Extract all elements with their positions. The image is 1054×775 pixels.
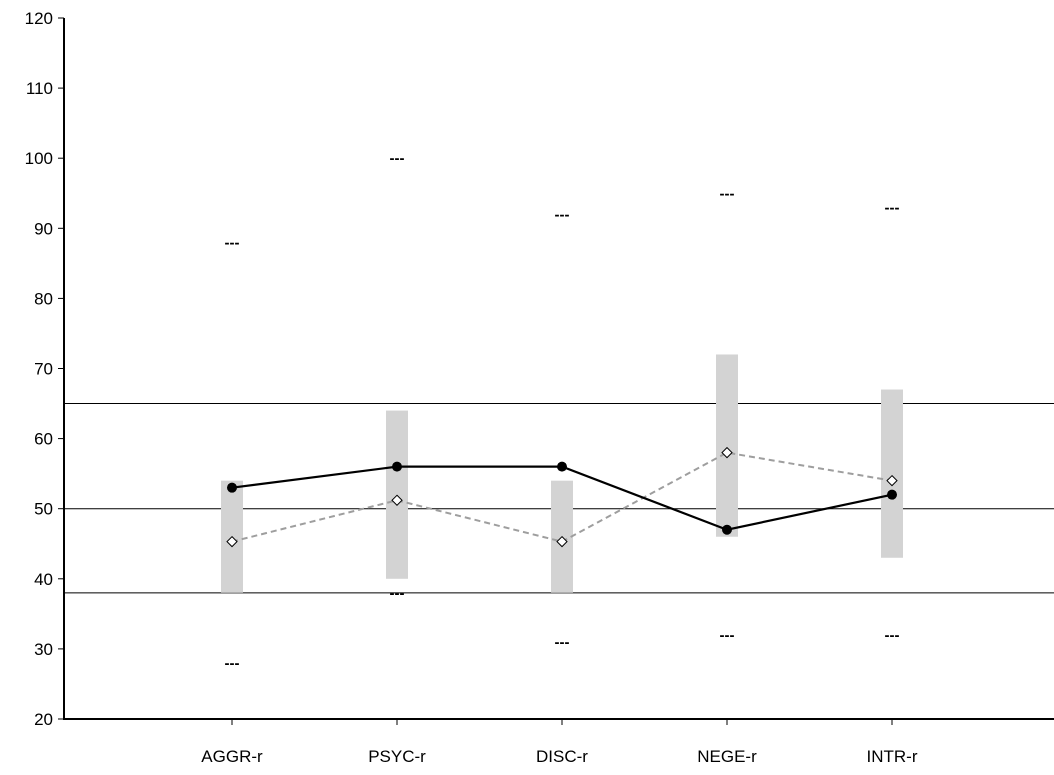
range-bar-INTR-r [881,389,903,558]
y-tick-label-70: 70 [34,360,53,379]
series-0-point-AGGR-r [227,482,237,493]
range-bars-group [221,354,903,593]
dash-marker-lower-PSYC-r: --- [390,585,405,602]
range-bar-NEGE-r [716,354,738,537]
x-tick-label-AGGR-r: AGGR-r [201,747,263,766]
x-tick-label-PSYC-r: PSYC-r [368,747,426,766]
series-1-point-DISC-r [556,535,568,548]
y-tick-label-100: 100 [25,149,53,168]
dash-marker-upper-INTR-r: --- [885,199,900,216]
dash-marker-lower-NEGE-r: --- [720,627,735,644]
series-0-point-INTR-r [887,489,897,500]
dash-marker-upper-AGGR-r: --- [225,234,240,251]
axes-group [58,17,1054,725]
dash-marker-lower-AGGR-r: --- [225,655,240,672]
y-tick-label-110: 110 [26,79,53,98]
y-tick-label-20: 20 [34,710,53,729]
dash-marker-upper-DISC-r: --- [555,206,570,223]
series-0-point-DISC-r [557,461,567,472]
x-tick-label-NEGE-r: NEGE-r [697,747,757,766]
dash-marker-upper-NEGE-r: --- [720,185,735,202]
y-tick-label-80: 80 [34,289,53,308]
dash-marker-lower-INTR-r: --- [885,627,900,644]
series-0-point-NEGE-r [722,524,732,535]
series-1-point-INTR-r [886,474,898,487]
y-tick-label-60: 60 [34,430,53,449]
y-tick-label-30: 30 [34,640,53,659]
y-tick-label-120: 120 [25,9,53,28]
x-tick-label-DISC-r: DISC-r [536,747,588,766]
series-1-point-PSYC-r [391,494,403,506]
series-group [226,446,898,548]
x-tick-label-INTR-r: INTR-r [867,747,918,766]
y-tick-label-90: 90 [34,219,53,238]
dash-marker-upper-PSYC-r: --- [390,150,405,167]
tick-labels-group: 20 30 40 50 60 70 80 90 100 110 120 AGGR-r PSYC-r DIS… [25,9,918,766]
dash-marker-lower-DISC-r: --- [555,634,570,651]
y-tick-label-50: 50 [34,500,53,519]
series-1-point-AGGR-r [226,535,238,548]
dash-markers-group: --- --- --- --- --- --- --- --- --- --- [225,150,900,672]
series-1-point-NEGE-r [721,446,733,459]
series-0-point-PSYC-r [392,461,402,472]
y-tick-label-40: 40 [34,570,53,589]
